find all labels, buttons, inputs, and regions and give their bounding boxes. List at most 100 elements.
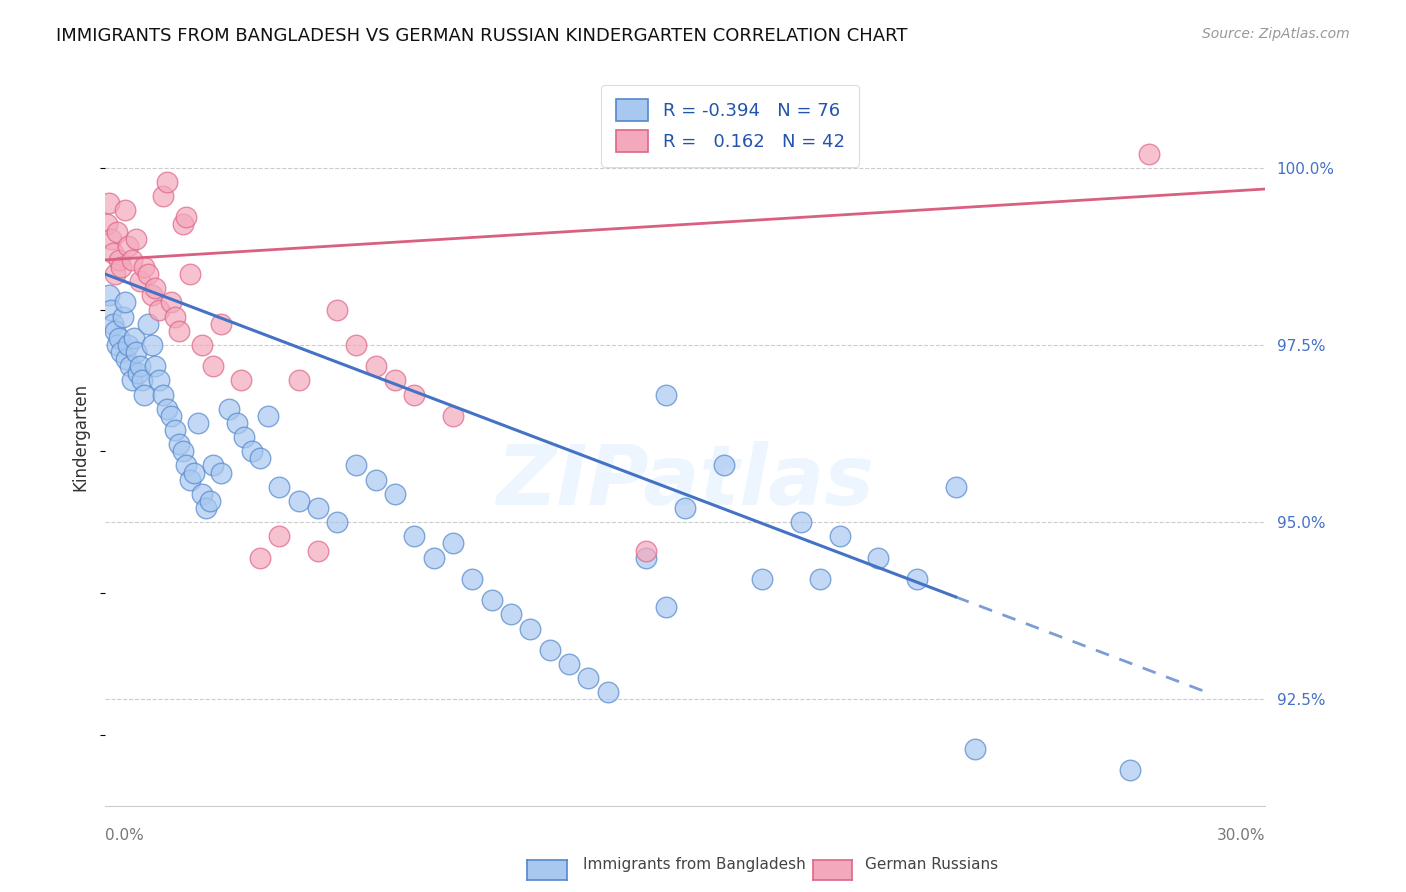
- Point: [107, 331, 129, 345]
- Point: [423, 550, 446, 565]
- Text: 30.0%: 30.0%: [1216, 828, 1265, 843]
- Point: [326, 515, 349, 529]
- Point: [148, 302, 170, 317]
- Point: [172, 444, 194, 458]
- Point: [145, 359, 167, 374]
- Text: IMMIGRANTS FROM BANGLADESH VS GERMAN RUSSIAN KINDERGARTEN CORRELATION CHART: IMMIGRANTS FROM BANGLADESH VS GERMAN RUS…: [56, 27, 908, 45]
- Point: [538, 642, 561, 657]
- Point: [107, 252, 129, 267]
- Point: [269, 480, 291, 494]
- Point: [307, 543, 329, 558]
- Point: [167, 324, 190, 338]
- Point: [110, 260, 132, 274]
- Point: [127, 367, 149, 381]
- Point: [673, 501, 696, 516]
- Point: [249, 451, 271, 466]
- Point: [441, 536, 464, 550]
- Point: [160, 409, 183, 423]
- Point: [176, 211, 198, 225]
- Point: [868, 550, 890, 565]
- Point: [132, 387, 155, 401]
- Text: Source: ZipAtlas.com: Source: ZipAtlas.com: [1202, 27, 1350, 41]
- Point: [364, 473, 387, 487]
- Point: [905, 572, 928, 586]
- Point: [117, 238, 139, 252]
- Point: [172, 218, 194, 232]
- Point: [287, 494, 309, 508]
- Point: [98, 196, 121, 211]
- Point: [125, 345, 148, 359]
- Point: [156, 175, 179, 189]
- Point: [713, 458, 735, 473]
- Point: [578, 671, 600, 685]
- Point: [145, 281, 167, 295]
- Point: [229, 373, 252, 387]
- Point: [218, 401, 240, 416]
- Point: [963, 742, 986, 756]
- Point: [828, 529, 851, 543]
- Point: [1137, 146, 1160, 161]
- Point: [790, 515, 813, 529]
- Point: [136, 317, 159, 331]
- Point: [501, 607, 523, 622]
- Point: [461, 572, 484, 586]
- Point: [141, 338, 163, 352]
- Point: [160, 295, 183, 310]
- Point: [596, 685, 619, 699]
- Point: [121, 373, 143, 387]
- Text: 0.0%: 0.0%: [105, 828, 143, 843]
- Point: [404, 387, 426, 401]
- Point: [110, 345, 132, 359]
- Point: [132, 260, 155, 274]
- Point: [384, 487, 406, 501]
- Point: [287, 373, 309, 387]
- Point: [519, 622, 541, 636]
- Point: [384, 373, 406, 387]
- Point: [307, 501, 329, 516]
- Point: [129, 274, 152, 288]
- Point: [117, 338, 139, 352]
- Point: [100, 302, 122, 317]
- Point: [141, 288, 163, 302]
- Text: German Russians: German Russians: [865, 857, 998, 872]
- Point: [256, 409, 278, 423]
- Point: [249, 550, 271, 565]
- Point: [125, 232, 148, 246]
- Point: [751, 572, 773, 586]
- Point: [655, 600, 678, 615]
- Point: [100, 232, 122, 246]
- Legend: R = -0.394   N = 76, R =   0.162   N = 42: R = -0.394 N = 76, R = 0.162 N = 42: [602, 85, 859, 167]
- Point: [364, 359, 387, 374]
- Point: [104, 267, 127, 281]
- Point: [481, 593, 503, 607]
- Point: [269, 529, 291, 543]
- Point: [655, 387, 678, 401]
- Point: [558, 657, 581, 671]
- Point: [131, 373, 153, 387]
- Point: [183, 466, 205, 480]
- Point: [194, 501, 217, 516]
- Point: [326, 302, 349, 317]
- Point: [163, 423, 186, 437]
- Point: [122, 331, 145, 345]
- Point: [176, 458, 198, 473]
- Point: [191, 487, 214, 501]
- Point: [101, 317, 124, 331]
- Point: [202, 458, 225, 473]
- Point: [98, 288, 121, 302]
- Point: [225, 416, 247, 430]
- Point: [179, 267, 201, 281]
- Point: [346, 458, 368, 473]
- Point: [191, 338, 214, 352]
- Point: [152, 387, 174, 401]
- Point: [209, 466, 232, 480]
- Point: [240, 444, 263, 458]
- Point: [114, 203, 136, 218]
- Point: [111, 310, 134, 324]
- Point: [202, 359, 225, 374]
- Point: [96, 218, 118, 232]
- Point: [441, 409, 464, 423]
- Text: ZIPatlas: ZIPatlas: [496, 441, 875, 522]
- Point: [152, 189, 174, 203]
- Y-axis label: Kindergarten: Kindergarten: [72, 383, 89, 491]
